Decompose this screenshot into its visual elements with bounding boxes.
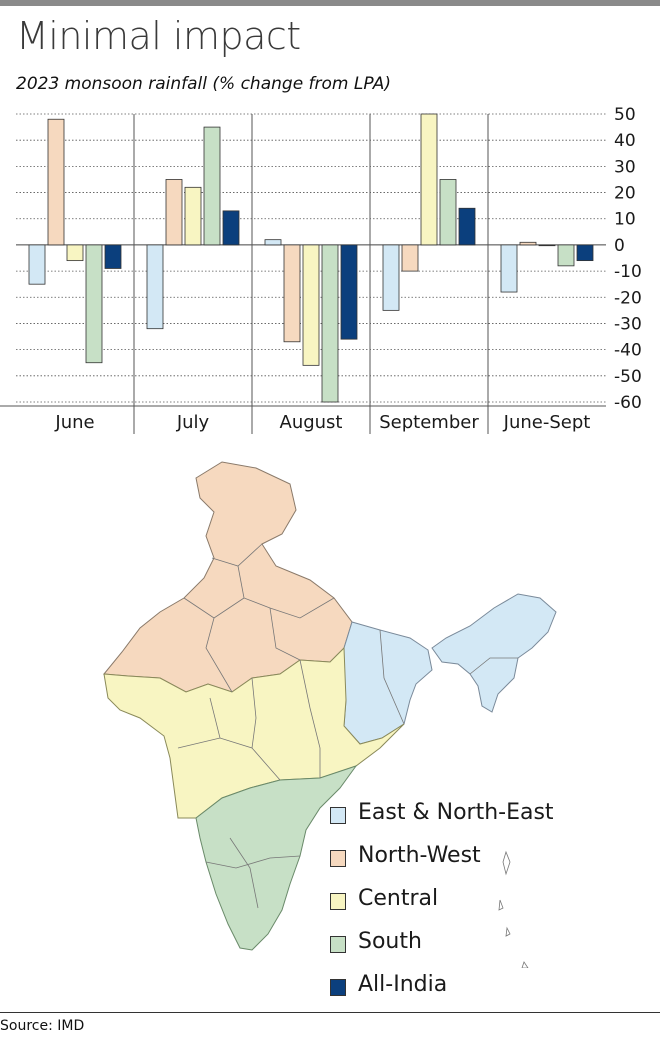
y-tick-label: -10: [614, 262, 642, 282]
bar: [439, 179, 457, 246]
bar: [165, 179, 183, 246]
y-tick-label: -20: [614, 288, 642, 308]
y-tick-label: 10: [614, 210, 636, 230]
legend-label: North-West: [358, 843, 481, 868]
andaman-islands: [498, 850, 529, 968]
bar-chart: 50 40 30 20 10 0 -10 -20 -30 -40 -50 -60 June July Au…: [0, 105, 642, 434]
bar: [321, 244, 339, 403]
bars: [28, 113, 594, 403]
x-tick-label: August: [280, 412, 343, 433]
category-separators: [0, 114, 606, 434]
y-tick-label: -60: [614, 393, 642, 413]
x-tick-label: September: [379, 412, 479, 433]
map-region-north-east: [431, 593, 557, 713]
bar: [519, 241, 537, 246]
bar: [264, 239, 282, 246]
legend-swatch: [330, 979, 346, 996]
chart-subtitle: 2023 monsoon rainfall (% change from LPA…: [16, 74, 392, 94]
legend-label: All-India: [358, 972, 448, 997]
bottom-rule: [0, 1012, 660, 1013]
bar: [420, 113, 438, 246]
x-tick-label: July: [176, 412, 210, 433]
bar: [340, 244, 358, 340]
legend-label: South: [358, 929, 422, 954]
y-axis-ticks: 50 40 30 20 10 0 -10 -20 -30 -40 -50 -60: [614, 105, 642, 413]
bar: [401, 244, 419, 272]
x-tick-label: June-Sept: [503, 412, 591, 433]
y-tick-label: 30: [614, 157, 636, 177]
bar: [458, 207, 476, 246]
legend-label: Central: [358, 886, 439, 911]
y-tick-label: 40: [614, 131, 636, 151]
legend-swatch: [330, 893, 346, 910]
state-borders: [177, 543, 518, 909]
bar: [283, 244, 301, 343]
bar: [222, 210, 240, 246]
map-region-north-west: [103, 461, 353, 693]
bar: [557, 244, 575, 267]
bar: [28, 244, 46, 285]
top-rule: [0, 0, 660, 6]
bar: [576, 244, 594, 262]
bar: [146, 244, 164, 330]
legend-swatch: [330, 850, 346, 867]
bar: [66, 244, 84, 262]
y-tick-label: -50: [614, 367, 642, 387]
bar: [302, 244, 320, 366]
bar: [85, 244, 103, 364]
legend-swatch: [330, 807, 346, 824]
bar: [47, 118, 65, 246]
x-axis-labels: June July August September June-Sept: [54, 412, 590, 433]
y-tick-label: -40: [614, 341, 642, 361]
legend-label: East & North-East: [358, 800, 554, 825]
y-tick-label: 50: [614, 105, 636, 125]
x-tick-label: June: [54, 412, 94, 433]
y-tick-label: 0: [614, 236, 625, 256]
bar: [184, 186, 202, 246]
source-note: Source: IMD: [0, 1018, 85, 1034]
legend-swatch: [330, 936, 346, 953]
y-tick-label: 20: [614, 184, 636, 204]
y-tick-label: -30: [614, 314, 642, 334]
bar: [538, 244, 556, 247]
bar: [104, 244, 122, 269]
bar: [203, 126, 221, 246]
bar: [500, 244, 518, 293]
india-region-map: [103, 461, 557, 968]
chart-title: Minimal impact: [16, 14, 301, 58]
bar: [382, 244, 400, 311]
